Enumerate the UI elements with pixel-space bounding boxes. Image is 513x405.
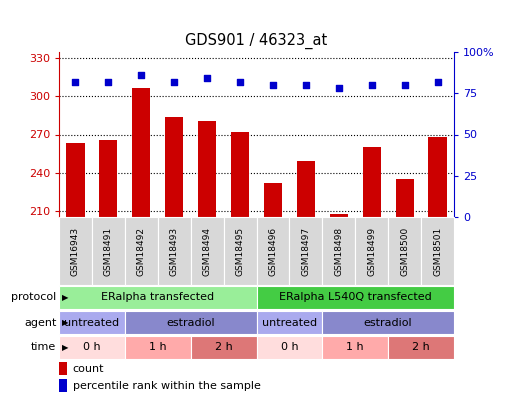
Bar	[59, 217, 92, 285]
Bar	[256, 286, 454, 309]
Bar	[256, 311, 322, 334]
Text: GSM18501: GSM18501	[433, 226, 442, 276]
Title: GDS901 / 46323_at: GDS901 / 46323_at	[185, 33, 328, 49]
Bar	[158, 217, 191, 285]
Point	[302, 82, 310, 88]
Bar	[297, 161, 315, 405]
Text: GSM18495: GSM18495	[235, 226, 245, 275]
Bar	[191, 217, 224, 285]
Text: GSM18491: GSM18491	[104, 226, 113, 275]
Bar	[59, 379, 67, 392]
Text: GSM18500: GSM18500	[400, 226, 409, 276]
Text: GSM16943: GSM16943	[71, 226, 80, 275]
Text: GSM18493: GSM18493	[170, 226, 179, 275]
Text: time: time	[31, 343, 56, 352]
Text: untreated: untreated	[64, 318, 120, 328]
Point	[433, 79, 442, 85]
Bar	[231, 132, 249, 405]
Text: percentile rank within the sample: percentile rank within the sample	[73, 381, 261, 390]
Text: estradiol: estradiol	[364, 318, 412, 328]
Bar	[428, 137, 447, 405]
Bar	[191, 336, 256, 359]
Bar	[132, 87, 150, 405]
Bar	[289, 217, 322, 285]
Text: estradiol: estradiol	[166, 318, 215, 328]
Text: ERalpha L540Q transfected: ERalpha L540Q transfected	[279, 292, 431, 303]
Text: agent: agent	[24, 318, 56, 328]
Bar	[59, 336, 125, 359]
Text: untreated: untreated	[262, 318, 317, 328]
Bar	[92, 217, 125, 285]
Bar	[59, 362, 67, 375]
Point	[137, 72, 145, 78]
Point	[104, 79, 112, 85]
Point	[203, 75, 211, 82]
Text: 1 h: 1 h	[149, 343, 167, 352]
Text: ▶: ▶	[62, 343, 68, 352]
Text: GSM18498: GSM18498	[334, 226, 343, 275]
Bar	[322, 311, 454, 334]
Text: protocol: protocol	[11, 292, 56, 303]
Point	[170, 79, 179, 85]
Bar	[59, 311, 125, 334]
Bar	[396, 179, 413, 405]
Bar	[100, 140, 117, 405]
Bar	[125, 311, 256, 334]
Text: ▶: ▶	[62, 293, 68, 302]
Bar	[256, 217, 289, 285]
Bar	[355, 217, 388, 285]
Point	[401, 82, 409, 88]
Bar	[165, 117, 183, 405]
Bar	[264, 183, 282, 405]
Bar	[330, 215, 348, 405]
Point	[71, 79, 80, 85]
Bar	[421, 217, 454, 285]
Bar	[198, 121, 216, 405]
Text: GSM18499: GSM18499	[367, 226, 376, 275]
Point	[368, 82, 376, 88]
Text: ▶: ▶	[62, 318, 68, 327]
Bar	[256, 336, 322, 359]
Point	[236, 79, 244, 85]
Bar	[322, 336, 388, 359]
Bar	[388, 217, 421, 285]
Text: 0 h: 0 h	[83, 343, 101, 352]
Text: GSM18496: GSM18496	[268, 226, 278, 275]
Text: 2 h: 2 h	[215, 343, 232, 352]
Point	[334, 85, 343, 92]
Text: 2 h: 2 h	[412, 343, 430, 352]
Bar	[125, 217, 158, 285]
Text: count: count	[73, 364, 104, 374]
Bar	[66, 143, 85, 405]
Bar	[59, 286, 256, 309]
Bar	[125, 336, 191, 359]
Text: ERalpha transfected: ERalpha transfected	[101, 292, 214, 303]
Text: 1 h: 1 h	[346, 343, 364, 352]
Text: GSM18492: GSM18492	[137, 226, 146, 275]
Bar	[224, 217, 256, 285]
Text: GSM18497: GSM18497	[301, 226, 310, 275]
Text: 0 h: 0 h	[281, 343, 298, 352]
Bar	[363, 147, 381, 405]
Bar	[322, 217, 355, 285]
Point	[269, 82, 277, 88]
Text: GSM18494: GSM18494	[203, 226, 212, 275]
Bar	[388, 336, 454, 359]
